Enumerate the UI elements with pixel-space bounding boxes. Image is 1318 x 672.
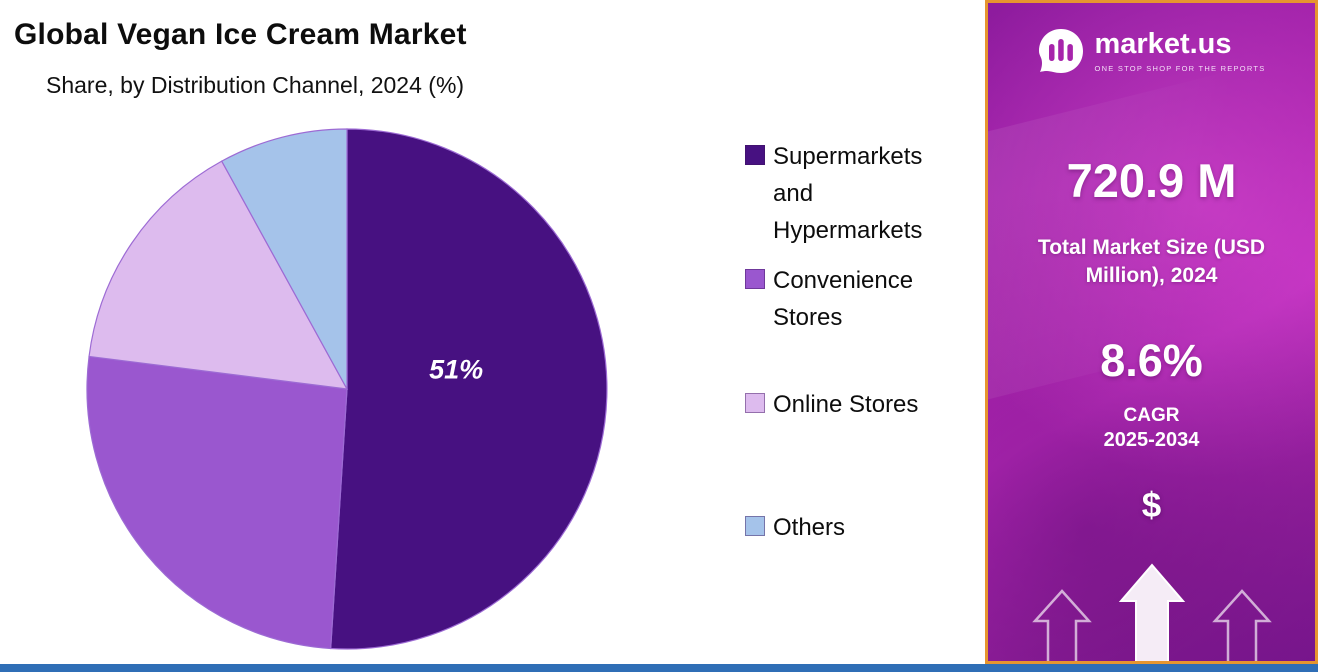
pie-slice-1 (86, 355, 348, 650)
pie-slice-0 (330, 128, 608, 650)
legend-swatch-icon (745, 516, 765, 537)
legend-item: Convenience Stores (745, 262, 975, 336)
brand-tagline: ONE STOP SHOP FOR THE REPORTS (1094, 63, 1266, 73)
chart-legend: Supermarkets and Hypermarkets Convenience… (745, 138, 975, 546)
brand-name: market.us (1094, 27, 1232, 60)
growth-arrows-icon (1031, 563, 1272, 661)
brand-row: market.us ONE STOP SHOP FOR THE REPORTS (988, 27, 1315, 75)
legend-item: Others (745, 509, 975, 546)
legend-label: Convenience Stores (773, 266, 914, 331)
legend-label: Online Stores (773, 390, 919, 418)
legend-swatch-icon (745, 268, 765, 289)
pie-slice-2 (88, 160, 349, 390)
chart-area: Global Vegan Ice Cream Market Share, by … (14, 18, 975, 654)
legend-swatch-icon (745, 145, 765, 165)
pie-chart: 51% (82, 124, 612, 654)
cagr-label: CAGR (1123, 404, 1180, 426)
cagr-value: 8.6% (1100, 334, 1203, 386)
legend-label: Others (773, 514, 846, 542)
legend-item: Supermarkets and Hypermarkets (745, 138, 975, 250)
dollar-icon: $ (1141, 485, 1162, 525)
marketus-logo-icon (1039, 29, 1084, 73)
legend-item: Online Stores (745, 386, 975, 423)
pie-chart-svg: 51% (86, 128, 608, 650)
legend-swatch-icon (745, 392, 765, 413)
pie-data-label-0: 51% (429, 354, 483, 384)
market-size-value: 720.9 M (1066, 154, 1237, 207)
page-subtitle: Share, by Distribution Channel, 2024 (%) (46, 72, 465, 98)
bottom-bar (0, 664, 1318, 672)
pie-slice-3 (220, 128, 348, 390)
legend-label: Supermarkets and Hypermarkets (773, 143, 923, 245)
page-title: Global Vegan Ice Cream Market (14, 18, 467, 51)
side-panel: market.us ONE STOP SHOP FOR THE REPORTS … (985, 0, 1318, 664)
cagr-period: 2025-2034 (1103, 428, 1200, 451)
market-size-label: Total Market Size (USD Million), 2024 (1037, 236, 1266, 288)
brand-text: market.us ONE STOP SHOP FOR THE REPORTS (1094, 27, 1266, 73)
